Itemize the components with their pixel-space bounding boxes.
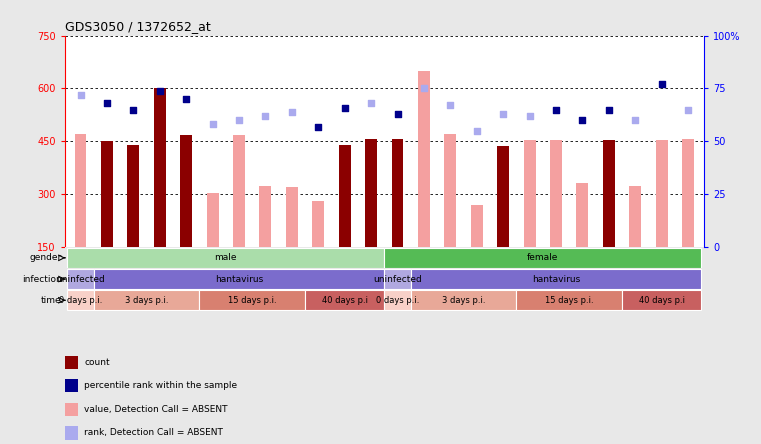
- Point: [339, 104, 351, 111]
- Bar: [207, 193, 218, 247]
- Text: uninfected: uninfected: [373, 274, 422, 284]
- Point: [629, 117, 642, 124]
- Text: GDS3050 / 1372652_at: GDS3050 / 1372652_at: [65, 20, 211, 33]
- Point: [365, 100, 377, 107]
- Point: [497, 110, 509, 117]
- Point: [655, 81, 667, 88]
- FancyBboxPatch shape: [305, 290, 384, 310]
- Text: count: count: [84, 358, 110, 367]
- FancyBboxPatch shape: [411, 290, 517, 310]
- FancyBboxPatch shape: [199, 290, 305, 310]
- Bar: [75, 135, 87, 247]
- Text: 40 days p.i: 40 days p.i: [322, 296, 368, 305]
- Text: hantavirus: hantavirus: [532, 274, 580, 284]
- Bar: [180, 135, 192, 247]
- FancyBboxPatch shape: [622, 290, 702, 310]
- Bar: [682, 139, 694, 247]
- Point: [418, 85, 430, 92]
- Text: infection: infection: [22, 274, 62, 284]
- Bar: [260, 186, 272, 247]
- FancyBboxPatch shape: [94, 290, 199, 310]
- Bar: [550, 140, 562, 247]
- Bar: [233, 135, 245, 247]
- Bar: [524, 140, 536, 247]
- Point: [154, 87, 166, 94]
- Text: hantavirus: hantavirus: [215, 274, 263, 284]
- Text: 40 days p.i: 40 days p.i: [638, 296, 685, 305]
- Bar: [312, 202, 324, 247]
- Point: [127, 106, 139, 113]
- Point: [75, 91, 87, 99]
- Text: percentile rank within the sample: percentile rank within the sample: [84, 381, 237, 390]
- Text: 15 days p.i.: 15 days p.i.: [228, 296, 276, 305]
- Point: [682, 106, 694, 113]
- Point: [312, 123, 324, 130]
- FancyBboxPatch shape: [517, 290, 622, 310]
- Point: [576, 117, 588, 124]
- Point: [233, 117, 245, 124]
- Point: [524, 112, 536, 119]
- Point: [550, 106, 562, 113]
- Point: [286, 108, 298, 115]
- FancyBboxPatch shape: [67, 270, 94, 289]
- Bar: [603, 140, 615, 247]
- Bar: [154, 88, 166, 247]
- Bar: [418, 71, 430, 247]
- Point: [470, 127, 482, 135]
- FancyBboxPatch shape: [411, 270, 702, 289]
- FancyBboxPatch shape: [384, 270, 411, 289]
- Text: gender: gender: [29, 254, 62, 262]
- Text: uninfected: uninfected: [56, 274, 105, 284]
- Text: 0 days p.i.: 0 days p.i.: [376, 296, 419, 305]
- Bar: [444, 135, 457, 247]
- Point: [180, 95, 193, 103]
- Text: 0 days p.i.: 0 days p.i.: [59, 296, 102, 305]
- Text: 3 days p.i.: 3 days p.i.: [442, 296, 486, 305]
- Bar: [127, 145, 139, 247]
- Text: 15 days p.i.: 15 days p.i.: [545, 296, 594, 305]
- Bar: [471, 205, 482, 247]
- Point: [206, 121, 218, 128]
- FancyBboxPatch shape: [384, 290, 411, 310]
- Text: female: female: [527, 254, 559, 262]
- Bar: [629, 186, 642, 247]
- FancyBboxPatch shape: [67, 290, 94, 310]
- Bar: [656, 140, 667, 247]
- Text: male: male: [215, 254, 237, 262]
- Text: 3 days p.i.: 3 days p.i.: [125, 296, 168, 305]
- Text: rank, Detection Call = ABSENT: rank, Detection Call = ABSENT: [84, 428, 223, 437]
- Bar: [365, 139, 377, 247]
- Point: [101, 100, 113, 107]
- Bar: [577, 182, 588, 247]
- Point: [260, 112, 272, 119]
- Point: [444, 102, 457, 109]
- Bar: [101, 141, 113, 247]
- Point: [603, 106, 615, 113]
- FancyBboxPatch shape: [94, 270, 384, 289]
- FancyBboxPatch shape: [384, 248, 702, 268]
- Bar: [497, 147, 509, 247]
- Bar: [392, 139, 403, 247]
- Text: time: time: [41, 296, 62, 305]
- Point: [391, 110, 403, 117]
- Bar: [286, 187, 298, 247]
- Text: value, Detection Call = ABSENT: value, Detection Call = ABSENT: [84, 405, 228, 414]
- FancyBboxPatch shape: [67, 248, 384, 268]
- Bar: [339, 145, 351, 247]
